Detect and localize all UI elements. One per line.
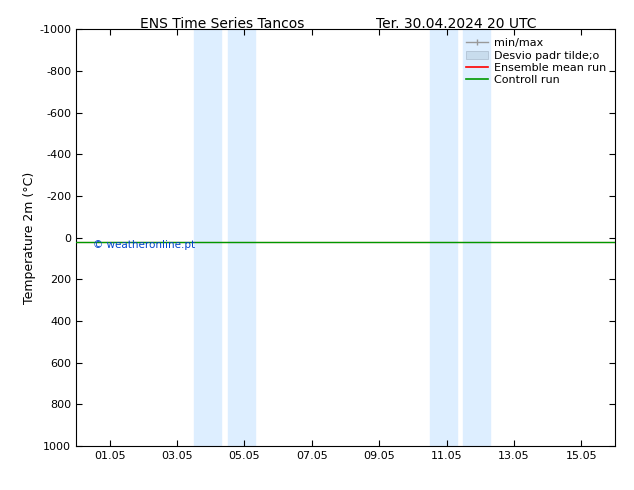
Text: Ter. 30.04.2024 20 UTC: Ter. 30.04.2024 20 UTC <box>376 17 537 31</box>
Bar <box>430 29 456 446</box>
Y-axis label: Temperature 2m (°C): Temperature 2m (°C) <box>23 172 36 304</box>
Text: ENS Time Series Tancos: ENS Time Series Tancos <box>139 17 304 31</box>
Bar <box>194 29 221 446</box>
Legend: min/max, Desvio padr tilde;o, Ensemble mean run, Controll run: min/max, Desvio padr tilde;o, Ensemble m… <box>463 35 609 88</box>
Bar <box>463 29 490 446</box>
Bar <box>228 29 255 446</box>
Text: © weatheronline.pt: © weatheronline.pt <box>93 240 195 250</box>
